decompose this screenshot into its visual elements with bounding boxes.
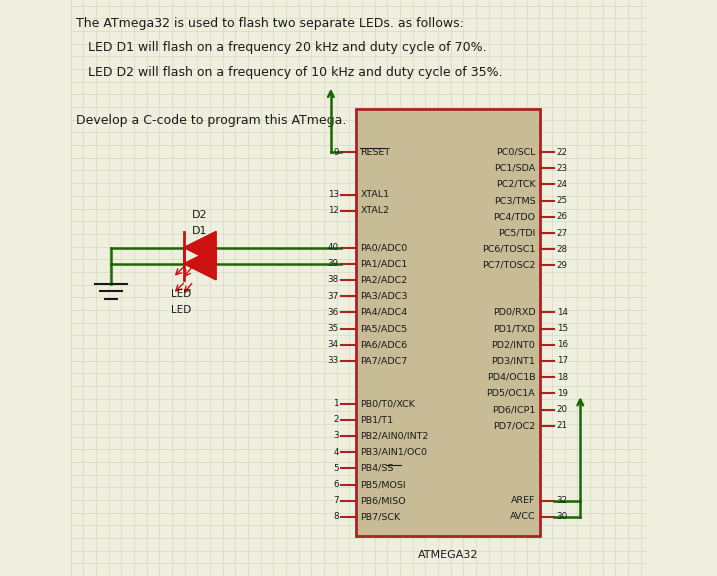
Text: RESET: RESET <box>360 147 390 157</box>
Text: D2: D2 <box>192 210 208 220</box>
Text: 6: 6 <box>333 480 339 489</box>
Text: PB1/T1: PB1/T1 <box>360 415 394 425</box>
Text: 9: 9 <box>333 147 339 157</box>
Text: 25: 25 <box>556 196 568 205</box>
Text: The ATmega32 is used to flash two separate LEDs. as follows:: The ATmega32 is used to flash two separa… <box>76 17 464 31</box>
Text: AREF: AREF <box>511 497 536 505</box>
Text: AVCC: AVCC <box>510 513 536 521</box>
Text: PD7/OC2: PD7/OC2 <box>493 421 536 430</box>
Text: PD1/TXD: PD1/TXD <box>493 324 536 333</box>
Text: 32: 32 <box>556 497 568 505</box>
Text: 39: 39 <box>328 259 339 268</box>
Text: 17: 17 <box>556 357 568 365</box>
Text: 12: 12 <box>328 206 339 215</box>
Bar <box>356 109 540 536</box>
Text: PC1/SDA: PC1/SDA <box>494 164 536 173</box>
Text: 21: 21 <box>556 421 568 430</box>
Text: PA6/ADC6: PA6/ADC6 <box>360 340 407 349</box>
Text: 15: 15 <box>556 324 568 333</box>
Text: PA0/ADC0: PA0/ADC0 <box>360 243 407 252</box>
Text: PB7/SCK: PB7/SCK <box>360 513 400 521</box>
Text: 16: 16 <box>556 340 568 349</box>
Text: XTAL1: XTAL1 <box>360 190 389 199</box>
Text: D1: D1 <box>192 226 208 236</box>
Text: LED: LED <box>171 305 191 316</box>
Text: PB6/MISO: PB6/MISO <box>360 497 406 505</box>
Text: PC5/TDI: PC5/TDI <box>498 229 536 237</box>
Text: 29: 29 <box>556 261 568 270</box>
Text: PD4/OC1B: PD4/OC1B <box>487 373 536 382</box>
Text: 28: 28 <box>556 245 568 254</box>
Text: 34: 34 <box>328 340 339 349</box>
Text: 4: 4 <box>333 448 339 457</box>
Text: 19: 19 <box>556 389 568 398</box>
Text: 27: 27 <box>556 229 568 237</box>
Text: 35: 35 <box>328 324 339 333</box>
Polygon shape <box>184 248 216 279</box>
Text: XTAL2: XTAL2 <box>360 206 389 215</box>
Text: 23: 23 <box>556 164 568 173</box>
Text: PC6/TOSC1: PC6/TOSC1 <box>482 245 536 254</box>
Text: PA2/ADC2: PA2/ADC2 <box>360 275 407 285</box>
Text: Develop a C-code to program this ATmega.: Develop a C-code to program this ATmega. <box>76 114 346 127</box>
Text: PD0/RXD: PD0/RXD <box>493 308 536 317</box>
Text: PB5/MOSI: PB5/MOSI <box>360 480 406 489</box>
Text: PA1/ADC1: PA1/ADC1 <box>360 259 407 268</box>
Text: PB3/AIN1/OC0: PB3/AIN1/OC0 <box>360 448 427 457</box>
Text: PA7/ADC7: PA7/ADC7 <box>360 357 407 365</box>
Text: 2: 2 <box>333 415 339 425</box>
Text: PA4/ADC4: PA4/ADC4 <box>360 308 407 317</box>
Text: PC2/TCK: PC2/TCK <box>495 180 536 189</box>
Text: 26: 26 <box>556 213 568 221</box>
Text: PD6/ICP1: PD6/ICP1 <box>492 405 536 414</box>
Text: 36: 36 <box>328 308 339 317</box>
Text: 33: 33 <box>328 357 339 365</box>
Text: 38: 38 <box>328 275 339 285</box>
Text: 13: 13 <box>328 190 339 199</box>
Text: PA3/ADC3: PA3/ADC3 <box>360 291 408 301</box>
Text: PD3/INT1: PD3/INT1 <box>491 357 536 365</box>
Text: 20: 20 <box>556 405 568 414</box>
Text: 7: 7 <box>333 497 339 505</box>
Text: LED: LED <box>171 289 191 300</box>
Text: PB2/AIN0/INT2: PB2/AIN0/INT2 <box>360 431 429 441</box>
Text: LED D1 will flash on a frequency 20 kHz and duty cycle of 70%.: LED D1 will flash on a frequency 20 kHz … <box>76 41 487 55</box>
Text: 18: 18 <box>556 373 568 382</box>
Text: PD5/OC1A: PD5/OC1A <box>487 389 536 398</box>
Polygon shape <box>184 232 216 263</box>
Text: LED D2 will flash on a frequency of 10 kHz and duty cycle of 35%.: LED D2 will flash on a frequency of 10 k… <box>76 66 503 79</box>
Text: PC7/TOSC2: PC7/TOSC2 <box>482 261 536 270</box>
Text: PA5/ADC5: PA5/ADC5 <box>360 324 407 333</box>
Text: PC0/SCL: PC0/SCL <box>496 147 536 157</box>
Text: PC3/TMS: PC3/TMS <box>494 196 536 205</box>
Text: 14: 14 <box>556 308 568 317</box>
Text: 40: 40 <box>328 243 339 252</box>
Text: PD2/INT0: PD2/INT0 <box>492 340 536 349</box>
Text: 37: 37 <box>328 291 339 301</box>
Text: PB0/T0/XCK: PB0/T0/XCK <box>360 399 415 408</box>
Text: PB4/SS: PB4/SS <box>360 464 394 473</box>
Text: 22: 22 <box>556 147 568 157</box>
Text: 5: 5 <box>333 464 339 473</box>
Text: 1: 1 <box>333 399 339 408</box>
Text: 24: 24 <box>556 180 568 189</box>
Text: 3: 3 <box>333 431 339 441</box>
Text: PC4/TDO: PC4/TDO <box>493 213 536 221</box>
Text: ATMEGA32: ATMEGA32 <box>417 550 478 560</box>
Text: 8: 8 <box>333 513 339 521</box>
Text: 30: 30 <box>556 513 568 521</box>
